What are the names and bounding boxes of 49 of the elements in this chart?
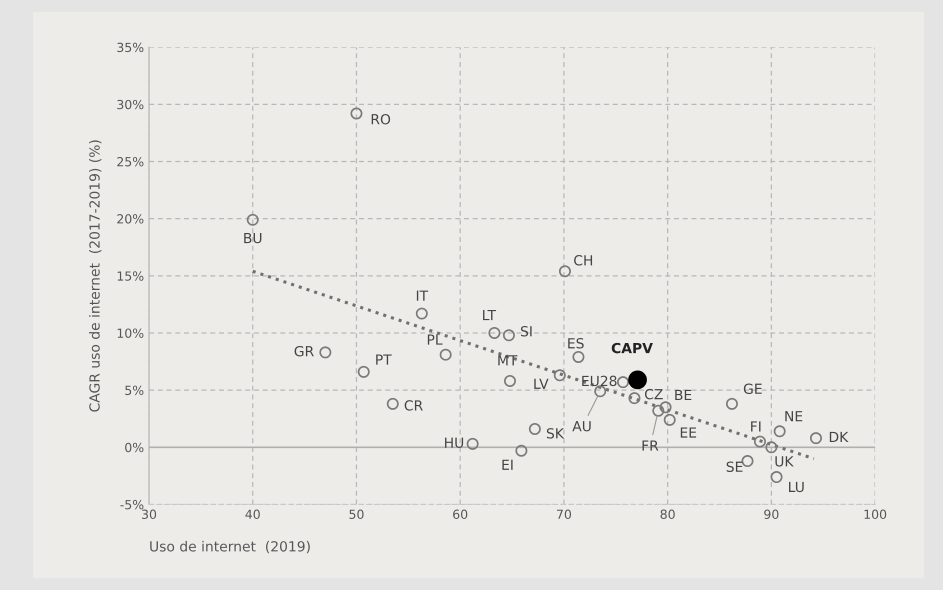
annotation: FI bbox=[751, 421, 760, 432]
annotation: MT bbox=[498, 355, 518, 366]
annotation: IT bbox=[416, 290, 428, 301]
annotation: FR bbox=[642, 440, 658, 451]
annotation: HU bbox=[445, 438, 464, 448]
annotation: EE bbox=[680, 427, 696, 438]
y-tick-label: 30% bbox=[117, 100, 144, 110]
annotation: RO bbox=[372, 114, 390, 124]
y-axis-title: CAGR uso de internet (2017-2019) (%) bbox=[89, 140, 102, 412]
y-tick-label: 35% bbox=[117, 42, 144, 52]
annotation: BE bbox=[675, 390, 692, 400]
annotation: LV bbox=[534, 378, 549, 389]
annotation: PT bbox=[376, 354, 392, 365]
annotation: GR bbox=[294, 346, 314, 356]
annotation: NE bbox=[785, 411, 802, 422]
x-tick-label: 30 bbox=[142, 510, 156, 519]
x-tick-label: 70 bbox=[556, 510, 572, 519]
annotation: LU bbox=[789, 482, 804, 492]
annotation: SK bbox=[546, 428, 564, 439]
annotation: SI bbox=[520, 326, 532, 337]
annotation: AU bbox=[572, 421, 591, 432]
annotation: UK bbox=[775, 456, 794, 467]
y-tick-label: 20% bbox=[117, 214, 144, 224]
annotation: DK bbox=[830, 432, 849, 442]
annotation: GE bbox=[744, 383, 762, 394]
x-axis-title: Uso de internet (2019) bbox=[150, 540, 310, 554]
x-tick-label: 60 bbox=[453, 510, 468, 519]
annotation: CAPV bbox=[612, 342, 653, 354]
x-tick-label: 40 bbox=[245, 510, 260, 519]
x-tick-label: 100 bbox=[864, 510, 886, 519]
annotation: ES bbox=[568, 338, 584, 349]
y-tick-label: 15% bbox=[118, 271, 144, 281]
x-tick-label: 50 bbox=[349, 510, 364, 519]
annotation: CH bbox=[574, 255, 592, 266]
annotation: EU28 bbox=[582, 376, 617, 386]
annotation: LT bbox=[483, 310, 496, 320]
y-tick-label: 5% bbox=[125, 386, 144, 396]
y-tick-label: 10% bbox=[118, 328, 144, 338]
annotation: SE bbox=[726, 461, 742, 472]
annotation: PL bbox=[428, 334, 443, 345]
annotation: CZ bbox=[644, 388, 663, 400]
y-tick-label: -5% bbox=[120, 500, 144, 510]
y-tick-label: 25% bbox=[117, 156, 144, 166]
annotation: EI bbox=[502, 460, 513, 470]
x-tick-label: 80 bbox=[660, 510, 675, 519]
x-tick-label: 90 bbox=[764, 510, 778, 519]
annotation: CR bbox=[404, 400, 423, 411]
y-tick-label: 0% bbox=[125, 442, 144, 452]
annotation: BU bbox=[244, 232, 262, 244]
